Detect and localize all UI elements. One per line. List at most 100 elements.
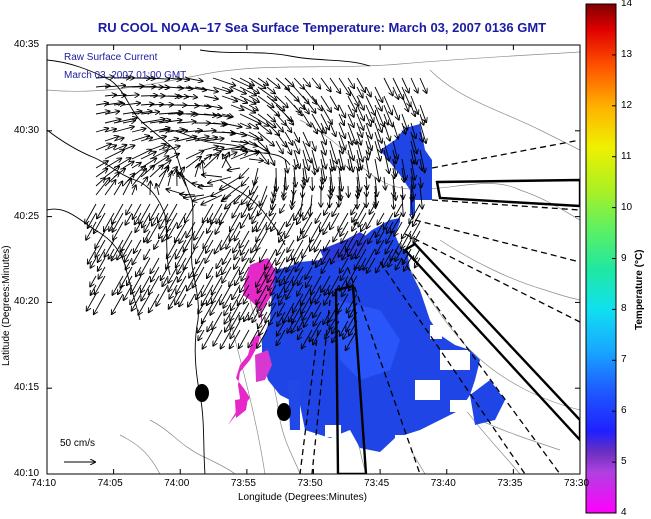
current-vector	[149, 165, 163, 178]
current-vector	[302, 113, 311, 127]
current-vector	[185, 157, 201, 169]
current-vector	[231, 293, 241, 310]
current-vector	[118, 284, 124, 294]
current-vector	[239, 77, 254, 86]
current-vector	[207, 320, 214, 331]
current-vector	[98, 266, 106, 279]
current-vector	[271, 221, 277, 231]
current-vector	[276, 167, 277, 191]
scale-label: 50 cm/s	[60, 438, 96, 449]
current-vector	[356, 239, 367, 259]
current-vector	[198, 320, 205, 333]
current-vector	[365, 86, 371, 97]
current-vector	[301, 293, 313, 314]
current-vector	[352, 221, 358, 231]
current-vector	[375, 185, 376, 206]
current-vector	[196, 248, 205, 264]
x-tick-label: 73:55	[230, 478, 256, 489]
current-vector	[194, 164, 199, 178]
current-vector	[393, 185, 394, 197]
current-vector	[184, 195, 205, 198]
current-vector	[272, 185, 277, 203]
current-vector	[410, 77, 418, 93]
current-vector	[221, 153, 229, 169]
current-vector	[267, 212, 277, 230]
colorbar-tick-label: 12	[621, 99, 633, 111]
current-vector	[315, 239, 322, 252]
current-vector	[240, 230, 250, 248]
current-vector	[212, 275, 223, 294]
colorbar-tick-label: 4	[621, 507, 627, 518]
current-vector	[302, 329, 313, 349]
current-vector	[202, 175, 223, 177]
current-vector	[376, 239, 385, 254]
current-vector	[194, 230, 205, 249]
current-vector	[220, 176, 241, 190]
current-vector	[347, 113, 354, 127]
current-vector	[329, 167, 333, 191]
current-vector	[212, 148, 224, 150]
current-vector	[235, 230, 241, 241]
current-vector	[394, 221, 403, 236]
current-vector	[348, 239, 358, 256]
current-vector	[374, 131, 381, 153]
current-vector	[259, 320, 268, 335]
current-vector	[374, 158, 379, 182]
current-vector	[361, 221, 367, 231]
current-vector	[392, 158, 396, 176]
current-vector	[203, 155, 218, 169]
current-vector	[176, 275, 187, 294]
current-vector	[178, 266, 187, 282]
current-vector	[393, 167, 395, 178]
current-vector	[277, 311, 286, 326]
current-vector	[279, 230, 286, 242]
current-vector	[177, 257, 187, 274]
current-vector	[419, 104, 426, 122]
current-vector	[254, 167, 259, 185]
current-vector	[390, 239, 403, 261]
current-vector	[149, 104, 163, 105]
current-vector	[98, 248, 106, 262]
current-vector	[293, 131, 299, 142]
current-vector	[194, 86, 218, 92]
current-vector	[113, 145, 127, 151]
current-vector	[348, 185, 349, 197]
current-vector	[347, 122, 356, 144]
current-vector	[347, 266, 358, 285]
current-vector	[284, 77, 294, 87]
current-vector	[283, 185, 285, 196]
current-vector	[383, 104, 393, 127]
current-vector	[208, 212, 214, 222]
current-vector	[149, 136, 166, 142]
current-vector	[97, 203, 106, 218]
current-vector	[241, 194, 250, 204]
current-vector	[158, 166, 168, 187]
current-vector	[365, 104, 374, 122]
current-vector	[257, 86, 276, 100]
current-vector	[198, 186, 214, 187]
current-vector	[235, 275, 241, 285]
current-vector	[234, 185, 250, 204]
current-vector	[132, 293, 142, 311]
current-vector	[312, 140, 315, 151]
current-vector	[324, 239, 331, 251]
current-vector	[293, 149, 300, 168]
current-vector	[346, 230, 358, 251]
current-vector	[232, 284, 241, 299]
current-vector	[212, 284, 223, 303]
current-vector	[315, 212, 322, 223]
current-vector	[239, 113, 261, 124]
current-vector	[338, 293, 349, 312]
current-vector	[259, 302, 268, 317]
current-vector	[131, 111, 152, 114]
current-vector	[217, 266, 223, 277]
current-vector	[401, 77, 409, 93]
current-vector	[141, 275, 151, 293]
current-vector	[187, 275, 196, 291]
current-vector	[329, 122, 336, 136]
current-vector	[329, 275, 340, 294]
map-layers	[47, 49, 580, 474]
current-vector	[303, 203, 313, 220]
exclusion-zones	[334, 178, 580, 474]
current-vector	[266, 77, 280, 88]
